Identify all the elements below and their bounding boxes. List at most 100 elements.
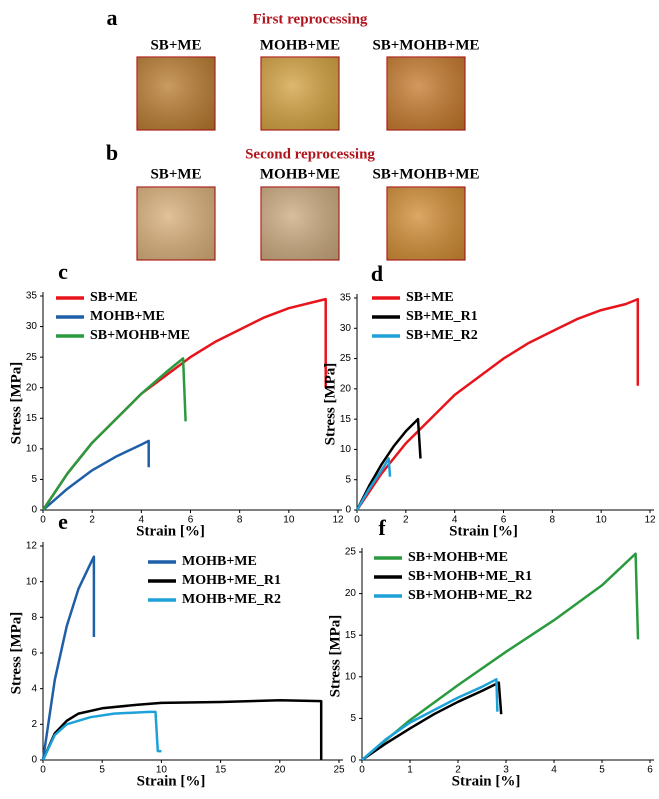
y-tick-label: 0 — [345, 505, 351, 516]
x-tick-label: 4 — [452, 515, 458, 526]
x-axis-label: Strain [%] — [449, 523, 518, 539]
sample-label: MOHB+ME — [260, 166, 340, 182]
x-axis-label: Strain [%] — [452, 773, 521, 789]
y-axis-label: Stress [MPa] — [8, 612, 24, 695]
sample-label: SB+MOHB+ME — [372, 166, 479, 182]
legend-label: SB+ME — [90, 290, 138, 305]
x-tick-label: 12 — [644, 515, 656, 526]
x-tick-label: 20 — [274, 765, 286, 776]
y-tick-label: 25 — [340, 353, 352, 364]
y-tick-label: 0 — [350, 755, 356, 766]
legend-label: SB+ME — [406, 290, 454, 305]
series-line — [355, 417, 422, 511]
x-tick-label: 5 — [599, 765, 605, 776]
legend-label: SB+MOHB+ME — [90, 328, 190, 343]
y-tick-label: 20 — [340, 383, 352, 394]
panel-label: f — [378, 515, 386, 540]
series-line — [361, 681, 503, 762]
x-tick-label: 5 — [99, 765, 105, 776]
x-tick-label: 15 — [215, 765, 227, 776]
photo-shading — [137, 57, 215, 130]
y-tick-label: 10 — [345, 671, 357, 682]
y-tick-label: 5 — [31, 474, 37, 485]
legend-label: SB+MOHB+ME_R1 — [408, 569, 532, 584]
x-tick-label: 2 — [403, 515, 409, 526]
x-tick-label: 0 — [359, 765, 365, 776]
series-line — [355, 297, 640, 511]
sample-label: SB+ME — [150, 166, 201, 182]
panel-label: d — [371, 261, 383, 286]
y-tick-label: 15 — [340, 414, 352, 425]
y-axis-label: Stress [MPa] — [322, 363, 338, 446]
y-tick-label: 35 — [340, 293, 352, 304]
photo-shading — [261, 57, 339, 130]
y-tick-label: 10 — [340, 444, 352, 455]
series-line — [41, 710, 162, 761]
y-axis-label: Stress [MPa] — [327, 615, 343, 698]
x-tick-label: 8 — [550, 515, 556, 526]
series-line — [361, 678, 499, 761]
photo-shading — [137, 187, 215, 260]
x-tick-label: 4 — [139, 515, 145, 526]
x-tick-label: 10 — [156, 765, 168, 776]
x-tick-label: 0 — [40, 515, 46, 526]
y-tick-label: 0 — [31, 505, 37, 516]
legend-label: MOHB+ME — [90, 309, 165, 324]
y-tick-label: 25 — [345, 547, 357, 558]
x-tick-label: 12 — [332, 515, 344, 526]
series-line — [42, 439, 150, 511]
x-tick-label: 2 — [89, 515, 95, 526]
y-tick-label: 20 — [26, 382, 38, 393]
y-tick-label: 15 — [345, 630, 357, 641]
x-axis-label: Strain [%] — [137, 773, 206, 789]
series-line — [361, 552, 640, 761]
y-axis-label: Stress [MPa] — [8, 362, 24, 445]
y-tick-label: 35 — [26, 291, 38, 302]
y-tick-label: 30 — [340, 323, 352, 334]
panel-title: First reprocessing — [253, 11, 368, 27]
legend-label: SB+MOHB+ME_R2 — [408, 588, 532, 603]
panel-label: e — [58, 509, 68, 534]
x-tick-label: 6 — [188, 515, 194, 526]
x-tick-label: 0 — [354, 515, 360, 526]
y-tick-label: 0 — [31, 755, 37, 766]
x-tick-label: 6 — [501, 515, 507, 526]
y-tick-label: 8 — [31, 612, 37, 623]
panel-label: a — [107, 5, 118, 30]
x-tick-label: 0 — [40, 765, 46, 776]
y-tick-label: 4 — [31, 683, 37, 694]
panel-label: c — [58, 259, 68, 284]
y-tick-label: 10 — [26, 443, 38, 454]
photo-shading — [387, 187, 465, 260]
y-tick-label: 10 — [26, 576, 38, 587]
y-tick-label: 5 — [345, 474, 351, 485]
series-line — [41, 699, 323, 761]
y-tick-label: 20 — [345, 588, 357, 599]
legend-label: MOHB+ME — [182, 554, 257, 569]
sample-label: SB+ME — [150, 37, 201, 53]
x-tick-label: 4 — [551, 765, 557, 776]
y-tick-label: 6 — [31, 648, 37, 659]
x-tick-label: 25 — [333, 765, 345, 776]
y-tick-label: 25 — [26, 352, 38, 363]
y-tick-label: 12 — [26, 541, 38, 552]
legend-label: SB+ME_R1 — [406, 309, 478, 324]
legend-label: MOHB+ME_R2 — [182, 592, 281, 607]
x-axis-label: Strain [%] — [136, 523, 205, 539]
y-tick-label: 5 — [350, 713, 356, 724]
x-tick-label: 10 — [596, 515, 608, 526]
x-tick-label: 10 — [283, 515, 295, 526]
legend-label: SB+ME_R2 — [406, 328, 478, 343]
series-line — [41, 357, 187, 511]
photo-shading — [261, 187, 339, 260]
x-tick-label: 3 — [503, 765, 509, 776]
x-tick-label: 1 — [407, 765, 413, 776]
series-line — [355, 457, 392, 511]
sample-label: SB+MOHB+ME — [372, 37, 479, 53]
y-tick-label: 2 — [31, 719, 37, 730]
legend-label: SB+MOHB+ME — [408, 550, 508, 565]
panel-title: Second reprocessing — [245, 146, 375, 162]
legend-label: MOHB+ME_R1 — [182, 573, 281, 588]
x-tick-label: 2 — [455, 765, 461, 776]
